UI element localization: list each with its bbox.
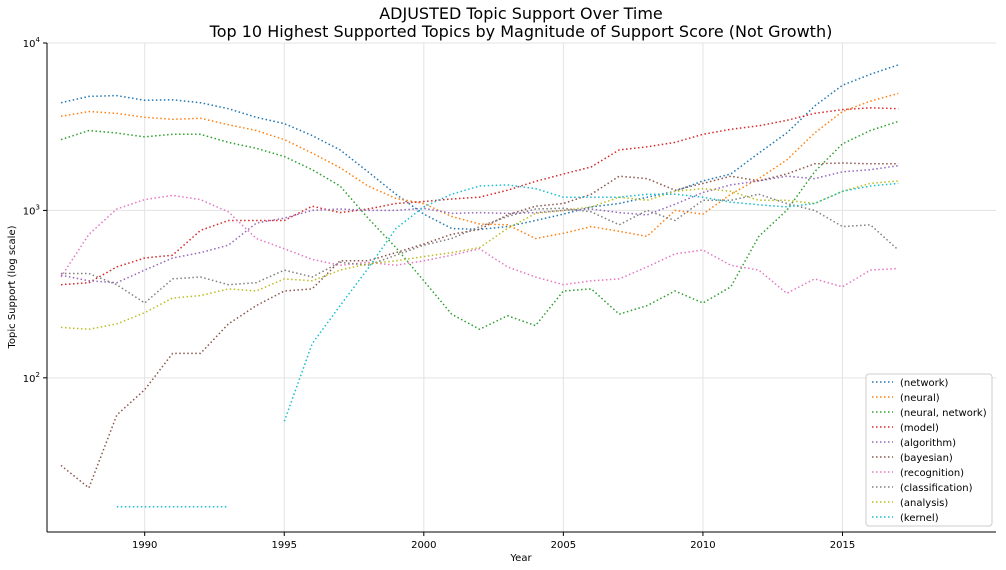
legend-label-classification: (classification) <box>900 483 973 494</box>
x-tick-label: 2000 <box>411 540 436 551</box>
series-lines <box>60 64 899 508</box>
y-tick-label: 103 <box>23 203 40 217</box>
series-line-classification <box>61 193 899 304</box>
y-tick-label: 102 <box>23 371 40 385</box>
x-tick-label: 2005 <box>551 540 576 551</box>
y-axis-label: Topic Support (log scale) <box>7 225 18 349</box>
ticks: 1990 1995 2000 2005 2010 2015 102 103 104 <box>23 36 855 551</box>
legend-label-neural: (neural) <box>900 393 940 404</box>
x-tick-label: 1995 <box>272 540 297 551</box>
series-line-neural-network <box>60 120 899 331</box>
legend-label-analysis: (analysis) <box>900 498 948 509</box>
gridlines <box>47 42 996 532</box>
series-line-recognition <box>60 194 899 295</box>
legend-items: (network) (neural) (neural, network) (model… <box>872 378 987 524</box>
y-tick-label: 104 <box>23 36 41 50</box>
legend-frame <box>865 373 993 527</box>
legend-label-recognition: (recognition) <box>900 468 964 479</box>
series-line-analysis <box>60 180 899 331</box>
series-line-network <box>60 64 899 231</box>
series-line-kernel <box>116 182 899 508</box>
legend-label-bayesian: (bayesian) <box>900 453 953 464</box>
legend-label-kernel: (kernel) <box>900 513 939 524</box>
series-line-neural <box>60 92 899 240</box>
legend-label-neural-network: (neural, network) <box>900 408 987 419</box>
series-line-algorithm <box>60 164 899 284</box>
legend-label-algorithm: (algorithm) <box>900 438 956 449</box>
series-line-bayesian <box>60 162 899 490</box>
x-axis-label: Year <box>509 553 532 564</box>
chart-title: ADJUSTED Topic Support Over Time <box>379 4 663 23</box>
legend: (network) (neural) (neural, network) (model… <box>865 373 993 527</box>
x-tick-label: 1990 <box>132 540 157 551</box>
x-tick-label: 2015 <box>830 540 855 551</box>
legend-label-network: (network) <box>900 378 949 389</box>
legend-label-model: (model) <box>900 423 939 434</box>
series-line-model <box>60 107 899 286</box>
x-tick-label: 2010 <box>690 540 715 551</box>
axes <box>46 43 996 533</box>
chart-subtitle: Top 10 Highest Supported Topics by Magni… <box>209 22 833 41</box>
